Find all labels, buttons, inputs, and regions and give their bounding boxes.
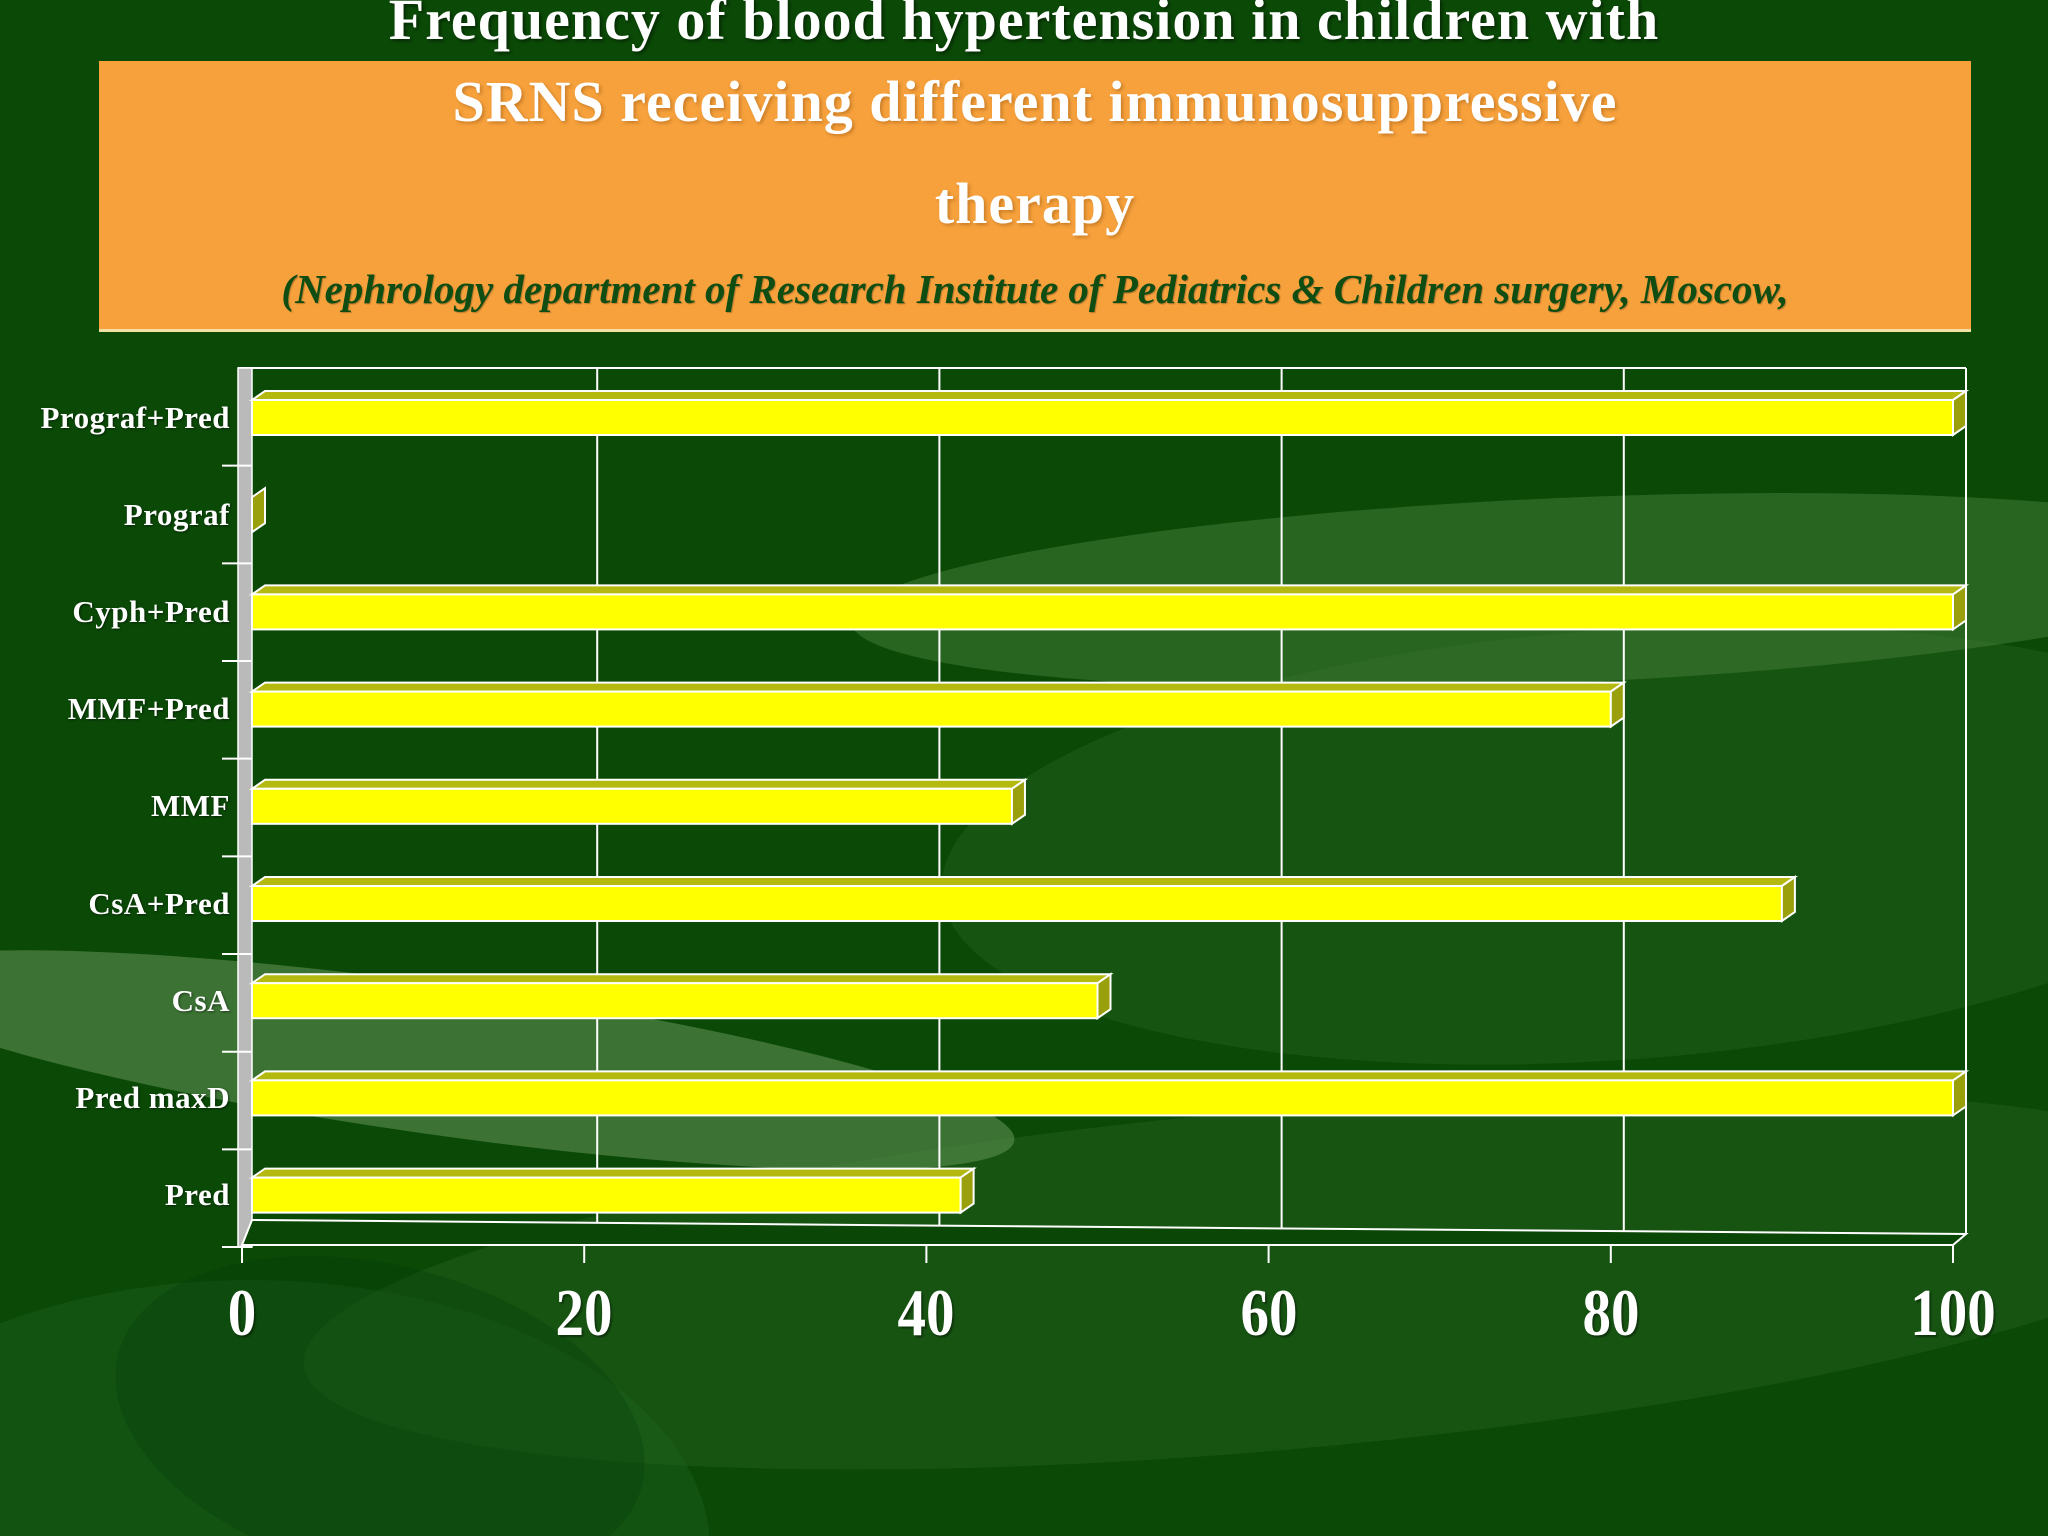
category-label-mmf-pred: MMF+Pred [67,691,230,727]
slide-title-line-1: Frequency of blood hypertension in child… [388,0,1660,52]
value-axis-label-100: 100 [1910,1276,1996,1350]
bar-prograf-end-cap [251,486,266,535]
category-label-csa-pred: CsA+Pred [88,885,230,921]
bar-csa-top-face [248,973,1114,985]
value-axis-label-80: 80 [1582,1276,1640,1350]
bar-pred-front [251,1176,962,1214]
value-axis-label-60: 60 [1240,1276,1298,1350]
bar-csa-pred-end-cap [1780,875,1796,923]
bar-mmf-pred-end-cap [1609,680,1625,729]
category-label-mmf: MMF [151,788,230,824]
slide-subtitle: (Nephrology department of Research Insti… [281,266,1789,312]
bar-prograf-pred-front [251,399,1954,436]
bar-cyph-pred-top-face [248,584,1970,596]
bar-pred-maxd-end-cap [1952,1069,1967,1118]
chart-floor [240,1218,1969,1246]
title-box: SRNS receiving different immunosuppressi… [99,61,1971,332]
bar-mmf-front [251,787,1013,825]
bar-mmf-pred-front [251,690,1612,728]
bar-csa-pred-top-face [248,876,1799,887]
category-axis-wall [237,367,253,1248]
category-label-pred-maxd: Pred maxD [75,1079,230,1115]
slide-title-line-2: SRNS receiving different immunosuppressi… [452,69,1618,134]
bar-pred-maxd-front [251,1079,1954,1117]
bar-prograf-pred-end-cap [1952,389,1967,437]
category-label-pred: Pred [164,1177,230,1213]
bar-csa-pred-front [251,885,1783,922]
bar-pred-maxd-top-face [248,1070,1970,1082]
bar-mmf-top-face [248,778,1029,790]
value-axis-label-0: 0 [227,1276,257,1350]
bar-cyph-pred-end-cap [1952,583,1967,632]
bar-csa-front [251,982,1099,1020]
category-label-prograf-pred: Prograf+Pred [40,399,230,435]
category-label-csa: CsA [171,982,230,1018]
category-label-cyph-pred: Cyph+Pred [72,593,230,629]
bar-mmf-pred-top-face [248,681,1628,693]
slide-title-line-3: therapy [934,171,1136,236]
bar-csa-end-cap [1096,972,1112,1021]
bar-mmf-end-cap [1010,777,1026,826]
bar-cyph-pred-front [251,593,1954,631]
value-axis-label-40: 40 [897,1276,955,1350]
bar-pred-end-cap [959,1166,975,1215]
bar-prograf-pred-top-face [248,390,1970,401]
value-axis-label-20: 20 [555,1276,613,1350]
bar-pred-top-face [248,1167,977,1179]
category-label-prograf: Prograf [123,496,230,532]
